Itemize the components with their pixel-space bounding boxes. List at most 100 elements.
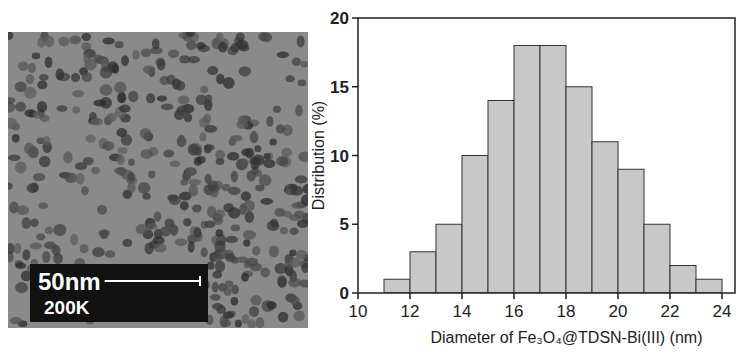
particle (17, 205, 29, 215)
particle (223, 77, 235, 89)
particle (121, 55, 129, 66)
particle (70, 234, 78, 246)
particle (98, 229, 110, 236)
particle (189, 179, 201, 186)
particle (243, 230, 256, 239)
y-tick (352, 155, 358, 157)
y-tick (352, 292, 358, 294)
histogram-bar (384, 279, 410, 293)
particle (203, 114, 211, 124)
particle (301, 61, 308, 67)
x-tick-label: 16 (505, 302, 524, 321)
figure: 50nm200K051015201012141618202224Diameter… (0, 0, 750, 360)
particle (243, 239, 250, 246)
particle (192, 204, 201, 212)
histogram-bar (462, 156, 488, 294)
histogram-bar (696, 279, 722, 293)
x-tick-label: 12 (401, 302, 420, 321)
y-tick-label: 0 (340, 284, 349, 303)
particle (216, 229, 224, 237)
particle (122, 239, 132, 247)
particle (204, 144, 215, 150)
particle (215, 261, 225, 273)
particle (294, 211, 305, 219)
particle (128, 159, 135, 166)
particle (290, 228, 299, 235)
x-tick-label: 24 (713, 302, 732, 321)
y-tick (352, 86, 358, 88)
particle (15, 102, 26, 112)
particle (100, 84, 113, 95)
particle (281, 148, 292, 157)
particle (22, 217, 31, 229)
micrograph (8, 32, 308, 328)
particle (15, 282, 28, 293)
particle (240, 159, 249, 167)
y-tick-label: 5 (340, 215, 349, 234)
scale-bar-label: 50nm (38, 268, 101, 295)
particle (8, 155, 21, 161)
particle (269, 245, 279, 257)
particle (254, 145, 261, 152)
x-tick-label: 20 (609, 302, 628, 321)
particle (119, 105, 131, 113)
particle (298, 152, 308, 162)
x-tick (409, 293, 411, 299)
particle (143, 193, 151, 200)
histogram-bar (566, 87, 592, 293)
particle (154, 243, 167, 253)
particle (53, 224, 66, 236)
particle (107, 113, 117, 122)
particle (299, 279, 308, 287)
particle (225, 236, 238, 243)
particle (252, 246, 260, 256)
particle (168, 49, 179, 58)
particle (63, 151, 72, 163)
particle (39, 74, 49, 81)
particle (180, 179, 188, 186)
particle (294, 311, 305, 322)
x-tick-label: 22 (661, 302, 680, 321)
x-tick (565, 293, 567, 299)
particle (146, 223, 157, 230)
histogram-bar (540, 46, 566, 294)
x-tick (721, 293, 723, 299)
particle (136, 224, 148, 234)
particle (303, 184, 308, 194)
particle (251, 295, 262, 306)
particle (245, 211, 254, 223)
x-tick (669, 293, 671, 299)
particle (243, 200, 254, 211)
particle (236, 121, 248, 129)
particle (218, 42, 227, 53)
particle (148, 171, 155, 179)
particle (236, 40, 249, 49)
histogram-bar (644, 224, 670, 293)
particle (212, 282, 219, 293)
particle (80, 244, 89, 254)
particle (260, 268, 270, 278)
particle (260, 32, 272, 42)
particle (72, 106, 80, 114)
particle (10, 317, 22, 324)
particle (33, 173, 45, 181)
scale-bar-line (105, 280, 200, 282)
particle (177, 105, 189, 114)
particle (235, 320, 242, 328)
particle (30, 243, 42, 250)
particle (267, 301, 277, 309)
particle (270, 138, 277, 145)
particle (37, 38, 45, 48)
particle (76, 173, 85, 184)
particle (205, 95, 213, 102)
particle (24, 87, 36, 99)
particle (69, 35, 81, 44)
particle (178, 96, 190, 105)
particle (36, 233, 45, 240)
particle (204, 125, 217, 133)
particle (196, 42, 206, 49)
particle (22, 249, 30, 260)
particle (295, 105, 302, 117)
particle (231, 225, 240, 232)
particle (103, 141, 115, 150)
